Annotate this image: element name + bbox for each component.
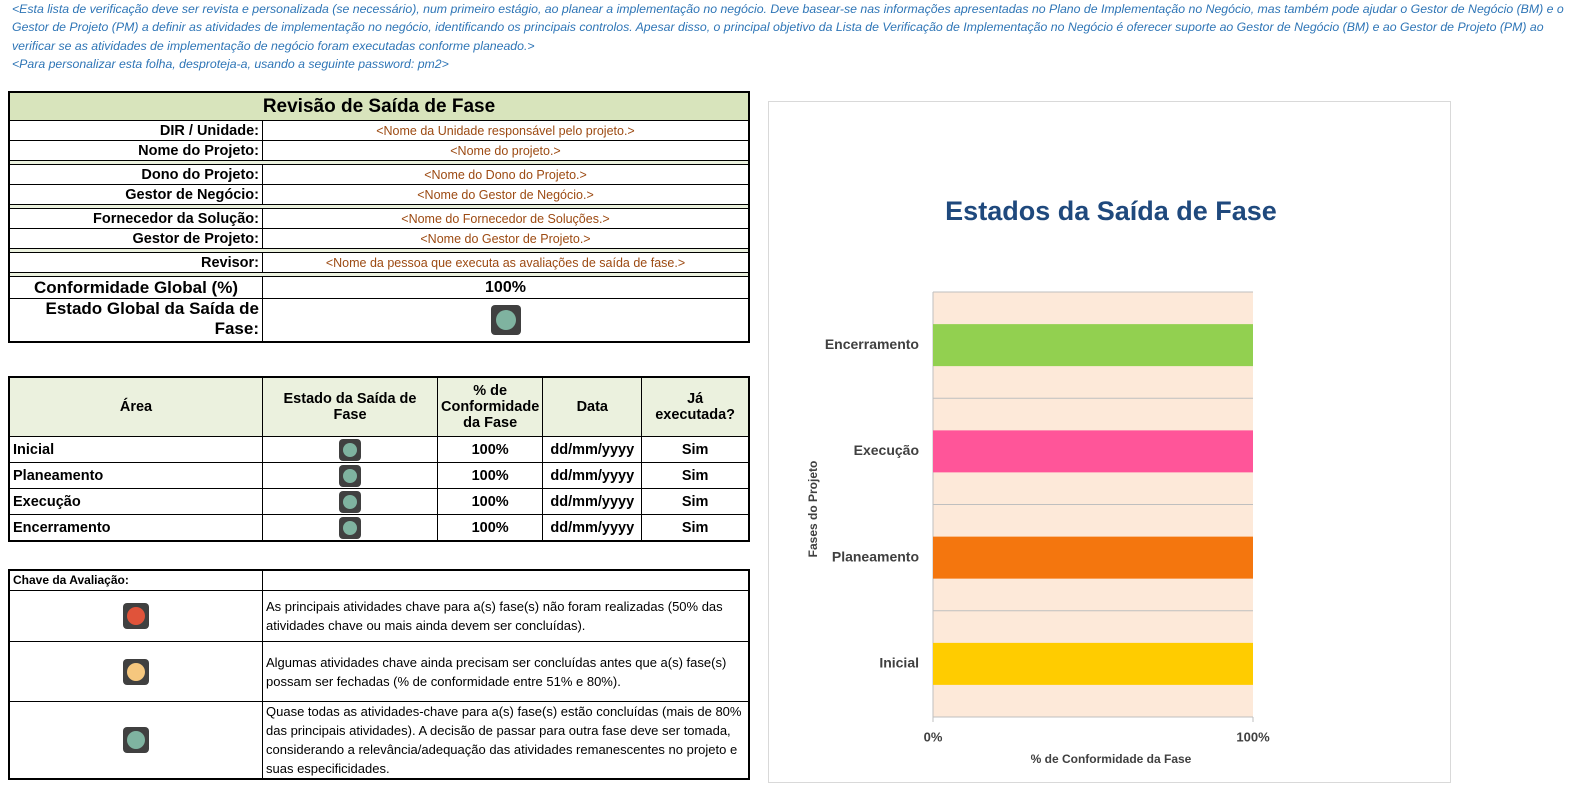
field-value[interactable]: <Nome do Gestor de Negócio.> bbox=[262, 184, 750, 205]
header: Já executada? bbox=[641, 376, 750, 437]
cell: 100% bbox=[436, 462, 544, 489]
light-red bbox=[123, 603, 149, 629]
header: Estado da Saída de Fase bbox=[262, 376, 438, 437]
field-value[interactable]: <Nome do projeto.> bbox=[262, 140, 750, 161]
notes: <Esta lista de verificação deve ser revi… bbox=[12, 0, 1567, 74]
x-tick-label: 0% bbox=[924, 729, 943, 744]
cell: Inicial bbox=[8, 436, 263, 463]
cell: 100% bbox=[436, 514, 544, 542]
cell: Sim bbox=[641, 436, 750, 463]
status-light bbox=[339, 438, 361, 461]
cell: 100% bbox=[436, 488, 544, 515]
field-value[interactable]: <Nome do Dono do Projeto.> bbox=[262, 164, 750, 185]
y-tick-label: Planeamento bbox=[832, 548, 919, 564]
field-label: Gestor de Projeto: bbox=[8, 228, 263, 249]
status-light bbox=[339, 516, 361, 539]
cell: Encerramento bbox=[8, 514, 263, 542]
field-value[interactable]: <Nome do Fornecedor de Soluções.> bbox=[262, 208, 750, 229]
bar bbox=[933, 536, 1253, 579]
cell bbox=[262, 436, 438, 463]
note: <Esta lista de verificação deve ser revi… bbox=[12, 2, 1564, 53]
light-yellow bbox=[123, 658, 149, 685]
field-label: Fornecedor da Solução: bbox=[8, 208, 263, 229]
note: <Para personalizar esta folha, desprotej… bbox=[12, 57, 449, 72]
field-label: Revisor: bbox=[8, 252, 263, 273]
review-table: Revisão de Saída de Fase DIR / Unidade: <… bbox=[8, 91, 750, 343]
x-axis-label: % de Conformidade da Fase bbox=[1031, 752, 1192, 766]
cell bbox=[262, 488, 438, 515]
key-text: Quase todas as atividades-chave para a(s… bbox=[262, 701, 750, 780]
cell: dd/mm/yyyy bbox=[542, 488, 643, 515]
bar bbox=[933, 642, 1253, 685]
cell: Sim bbox=[641, 488, 750, 515]
bar bbox=[933, 430, 1253, 473]
header: Área bbox=[8, 376, 263, 437]
status-light bbox=[490, 305, 521, 335]
field-value[interactable]: <Nome do Gestor de Projeto.> bbox=[262, 228, 750, 249]
bar bbox=[933, 324, 1253, 367]
field-label: Dono do Projeto: bbox=[8, 164, 263, 185]
field-label: DIR / Unidade: bbox=[8, 120, 263, 141]
y-tick-label: Inicial bbox=[879, 655, 919, 671]
field-label: Gestor de Negócio: bbox=[8, 184, 263, 205]
cell: Sim bbox=[641, 462, 750, 489]
compliance-value: 100% bbox=[262, 276, 750, 299]
y-tick-label: Encerramento bbox=[825, 336, 919, 352]
y-tick-label: Execução bbox=[854, 442, 919, 458]
status-label: Estado Global da Saída de Fase: bbox=[8, 298, 263, 343]
cell bbox=[262, 514, 438, 542]
chart-title: Estados da Saída de Fase bbox=[945, 196, 1277, 226]
areas-table: Área Estado da Saída de Fase % de Confor… bbox=[8, 376, 750, 542]
light-green bbox=[123, 727, 149, 753]
status-light bbox=[339, 464, 361, 487]
compliance-label: Conformidade Global (%) bbox=[8, 276, 263, 299]
field-label: Nome do Projeto: bbox=[8, 140, 263, 161]
cell bbox=[262, 462, 438, 489]
cell: 100% bbox=[436, 436, 544, 463]
cell: Planeamento bbox=[8, 462, 263, 489]
field-value[interactable]: <Nome da pessoa que executa as avaliaçõe… bbox=[262, 252, 750, 273]
review-title: Revisão de Saída de Fase bbox=[8, 91, 750, 121]
key-title: Chave da Avaliação: bbox=[8, 569, 263, 591]
cell: dd/mm/yyyy bbox=[542, 514, 643, 542]
key-table: Chave da Avaliação: As principais ativid… bbox=[8, 569, 750, 780]
header: Data bbox=[542, 376, 643, 437]
cell: dd/mm/yyyy bbox=[542, 436, 643, 463]
x-tick-label: 100% bbox=[1236, 729, 1270, 744]
cell: Execução bbox=[8, 488, 263, 515]
key-text: As principais atividades chave para a(s)… bbox=[262, 590, 750, 642]
status-light bbox=[339, 490, 361, 513]
key-text: Algumas atividades chave ainda precisam … bbox=[262, 641, 750, 702]
y-axis-label: Fases do Projeto bbox=[806, 461, 820, 558]
field-value[interactable]: <Nome da Unidade responsável pelo projet… bbox=[262, 120, 750, 141]
header: % de Conformidade da Fase bbox=[436, 376, 544, 437]
chart: Estados da Saída de Fase % de Conformida… bbox=[768, 101, 1451, 783]
cell: dd/mm/yyyy bbox=[542, 462, 643, 489]
cell: Sim bbox=[641, 514, 750, 542]
